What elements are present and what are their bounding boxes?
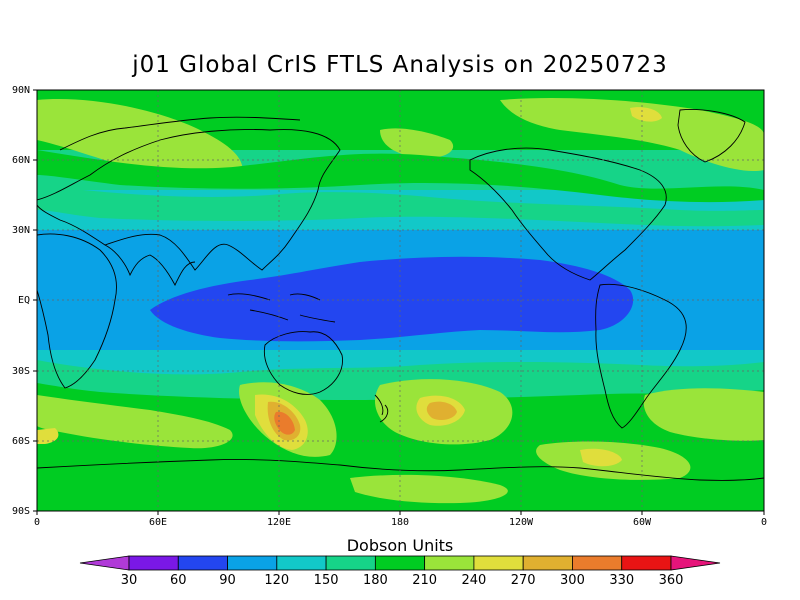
colorbar-segment: [177, 555, 228, 571]
colorbar-label: 210: [412, 573, 437, 588]
x-tick-label: 180: [391, 517, 409, 528]
region-south-peak: [580, 448, 622, 467]
region-south-peak: [37, 428, 59, 444]
coastline-australia: [263, 331, 343, 395]
coastline-greenland: [677, 109, 746, 163]
coastline-south-america: [595, 283, 687, 429]
colorbar-label: 300: [560, 573, 585, 588]
colorbar-segment: [522, 555, 573, 571]
y-tick-label: 90S: [12, 506, 30, 517]
x-tick-label: 120W: [509, 517, 534, 528]
colorbar-segment: [325, 555, 376, 571]
x-tick-label: 60E: [149, 517, 167, 528]
colorbar-label: 330: [609, 573, 634, 588]
coastline-new-zealand: [374, 394, 389, 423]
region-arctic-high: [380, 128, 454, 159]
region-northsub: [37, 185, 764, 227]
colorbar-title: Dobson Units: [346, 536, 454, 555]
coastline-india: [104, 244, 196, 286]
map-title: j01 Global CrIS FTLS Analysis on 2025072…: [132, 52, 668, 78]
colorbar-arrow-high: [670, 555, 721, 571]
region-south-extreme: [274, 411, 295, 435]
colorbar-label: 240: [461, 573, 486, 588]
x-tick-label: 0: [34, 517, 40, 528]
colorbar-label: 150: [314, 573, 339, 588]
region-tropical-low: [150, 256, 634, 342]
graticule: [37, 90, 764, 511]
tick-marks: [33, 89, 765, 515]
y-tick-label: 60S: [12, 436, 30, 447]
coastlines: [37, 109, 764, 481]
colorbar-label: 270: [511, 573, 536, 588]
y-tick-label: EQ: [18, 295, 30, 306]
region-northmid: [37, 150, 764, 203]
colorbar: 30 60 90 120 150 180 210 240 270 300 330 360: [79, 555, 721, 588]
colorbar-label: 180: [363, 573, 388, 588]
coastline-antarctica: [37, 459, 764, 481]
y-tick-label: 90N: [12, 85, 30, 96]
x-tick-label: 0: [761, 517, 767, 528]
y-tick-label: 60N: [12, 155, 30, 166]
coastline-arctic: [59, 116, 301, 151]
colorbar-segment: [621, 555, 672, 571]
colorbar-segment: [572, 555, 623, 571]
colorbar-segment: [374, 555, 426, 571]
colorbar-arrow-low: [79, 555, 130, 571]
y-tick-label: 30S: [12, 366, 30, 377]
coastline-eurasia: [37, 129, 341, 271]
colorbar-label: 30: [121, 573, 138, 588]
x-tick-label: 60W: [633, 517, 652, 528]
ozone-field: [37, 90, 764, 511]
coastline-indonesia: [227, 293, 336, 323]
region-arctic-high: [500, 98, 764, 171]
y-tick-label: 30N: [12, 225, 30, 236]
colorbar-label: 360: [659, 573, 684, 588]
coastline-north-america: [469, 147, 667, 281]
region-arctic-high: [37, 99, 243, 182]
region-south-sub: [37, 360, 764, 400]
colorbar-segment: [227, 555, 278, 571]
region-south-high: [37, 395, 233, 449]
colorbar-label: 90: [219, 573, 236, 588]
colorbar-segment: [473, 555, 524, 571]
colorbar-segment: [424, 555, 475, 571]
region-south-max: [426, 401, 457, 420]
region-arctic-peak: [630, 107, 662, 122]
colorbar-label: 120: [264, 573, 289, 588]
region-antarctic-high: [350, 474, 508, 504]
colorbar-label: 60: [170, 573, 187, 588]
colorbar-segment: [276, 555, 327, 571]
region-south-high: [643, 388, 764, 441]
colorbar-segment: [128, 555, 179, 571]
coastline-africa: [37, 233, 117, 389]
x-tick-label: 120E: [267, 517, 291, 528]
